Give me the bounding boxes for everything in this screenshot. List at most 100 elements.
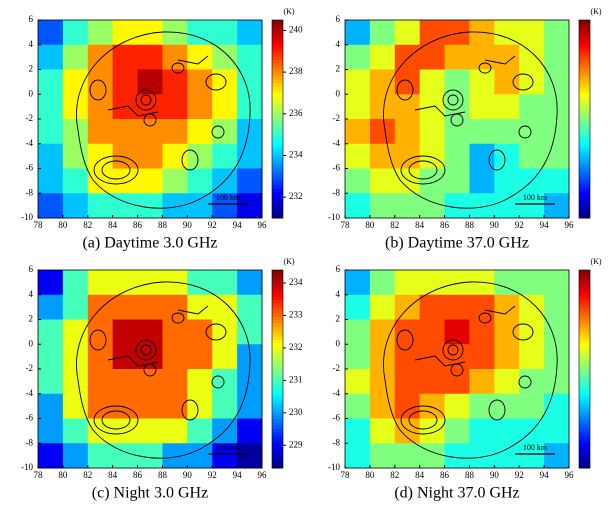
colorbar-step [272,158,283,163]
heat-cell [394,344,421,370]
colorbar-step [272,273,283,278]
heat-cell [469,193,495,219]
heat-cell [62,69,89,95]
contour [414,55,516,117]
heat-cell [212,344,238,370]
colorbar-step [272,372,283,377]
x-tick-label: 82 [390,220,399,230]
colorbar-step [579,181,590,186]
colorbar-step [272,293,283,297]
colorbar-step [272,168,283,173]
colorbar-step [272,276,283,281]
colorbar-step [272,398,283,403]
colorbar-step [272,214,283,219]
y-tick-label: 0 [336,88,341,98]
colorbar-step [579,122,590,127]
heat-cell [369,69,396,95]
colorbar-step [272,109,283,113]
heat-cell [62,168,89,194]
colorbar-tick-label: 238 [289,66,303,76]
heat-cell [494,193,520,219]
heat-cell [62,193,89,219]
heat-cell [212,270,238,296]
colorbar-step [579,142,590,146]
colorbar-step [579,211,590,216]
scale-label: 100 km [216,443,241,452]
colorbar-step [579,276,590,281]
colorbar-tick-label: 232 [289,342,303,352]
colorbar-step [579,359,590,363]
heat-cell [494,418,520,444]
colorbar-step [579,289,590,294]
colorbar-step [579,46,590,51]
heat-cell [187,319,213,345]
contour [396,329,414,351]
colorbar-step [579,299,590,304]
heat-cell [345,119,371,145]
heat-cell [444,443,470,469]
heat-cell [444,143,470,169]
contour [101,160,131,180]
heat-cell [519,69,545,95]
heat-cell [112,443,139,469]
colorbar-frame [578,19,591,219]
heat-cell [38,443,64,469]
heat-cell [237,294,263,320]
heat-cell [345,44,371,70]
colorbar-step [272,279,283,284]
heat-cell [444,119,470,145]
heat-cell [137,369,163,395]
heat-cell [494,319,520,345]
colorbar-step [272,20,283,24]
colorbar-step [272,66,283,70]
colorbar-step [579,175,590,179]
heat-cell [469,344,495,370]
contour [408,410,438,430]
colorbar-step [272,62,283,67]
colorbar-step [272,352,283,357]
colorbar-step [579,435,590,439]
colorbar-step [579,201,590,206]
contours [383,281,558,459]
heat-cell [38,119,64,145]
heat-cell [394,20,421,46]
x-tick-label: 82 [83,470,92,480]
panel-caption: (b) Daytime 37.0 GHz [385,235,529,252]
heat-cell [469,69,495,95]
heat-cell [369,143,396,169]
colorbar-step [272,322,283,327]
colorbar-step [272,72,283,77]
colorbar-step [272,405,283,410]
x-tick-label: 86 [440,470,450,480]
heat-cell [137,44,163,70]
heat-cell [494,143,520,169]
heat-cell [137,418,163,444]
colorbar-step [579,204,590,209]
heat-cell [519,270,545,296]
heat-cell [187,294,213,320]
heat-cell [494,168,520,194]
x-tick-label: 86 [133,470,143,480]
colorbar-step [272,349,283,353]
colorbar-step [579,99,590,103]
x-tick-label: 78 [34,220,44,230]
colorbar-tick-label: 234 [289,277,303,287]
colorbar-tick-label: 234 [289,150,303,160]
x-tick-label: 82 [83,220,92,230]
colorbar-step [579,411,590,416]
colorbar-step [272,53,283,57]
x-tick-label: 82 [390,470,399,480]
colorbar-step [272,99,283,103]
heat-cell [419,369,446,395]
heat-cell [237,443,263,469]
colorbar-step [579,408,590,413]
colorbar-frame [271,269,284,469]
heat-cell [419,443,446,469]
heat-cell [87,418,114,444]
heat-cell [87,443,114,469]
heat-cell [519,20,545,46]
heat-cell [469,319,495,345]
heat-cell [187,168,213,194]
colorbar-step [579,395,590,400]
colorbar-step [579,270,590,274]
